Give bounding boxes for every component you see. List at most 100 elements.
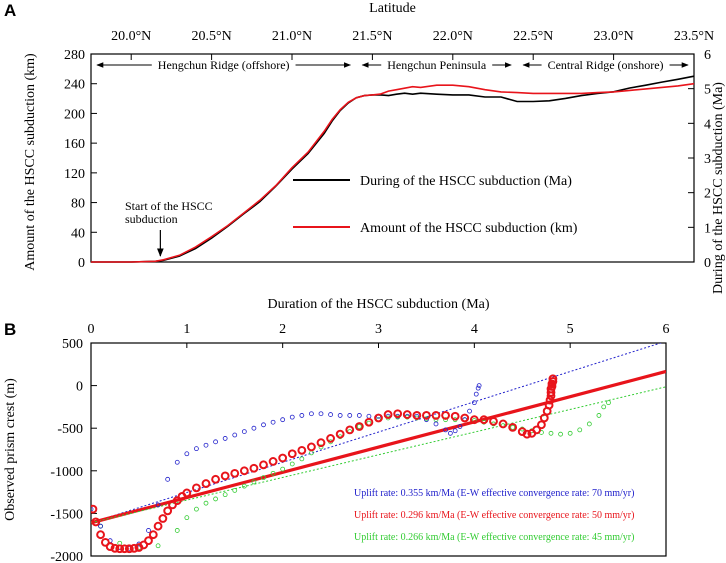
data-point <box>91 517 101 527</box>
legend-label: During of the HSCC subduction (Ma) <box>360 174 572 189</box>
data-point <box>467 408 472 414</box>
y-tick-label: 40 <box>71 226 85 241</box>
data-point <box>567 430 573 436</box>
top-tick-label: 21.0°N <box>272 29 312 44</box>
data-point <box>232 487 238 493</box>
legend-label: Amount of the HSCC subduction (km) <box>360 221 578 236</box>
y-tick-label: 500 <box>62 337 83 352</box>
data-point <box>139 540 149 550</box>
data-point <box>120 544 129 554</box>
data-point <box>211 474 220 484</box>
data-point <box>309 411 314 417</box>
data-point <box>471 400 477 406</box>
legend-label: Uplift rate: 0.296 km/Ma (E-W effective … <box>354 510 634 521</box>
data-point <box>289 461 295 467</box>
y2-tick-label: 1 <box>704 221 711 236</box>
data-point <box>473 391 479 397</box>
data-point <box>489 416 498 426</box>
data-point <box>203 442 209 448</box>
data-point <box>192 483 201 493</box>
y-tick-label: 0 <box>78 256 85 271</box>
top-tick-label: 23.5°N <box>674 29 714 44</box>
data-point <box>251 479 257 485</box>
data-point <box>289 414 295 420</box>
data-point <box>364 417 374 427</box>
data-point <box>249 463 259 473</box>
data-point <box>548 374 558 384</box>
data-point <box>115 544 125 554</box>
data-point <box>316 438 326 448</box>
x-tick-label: 3 <box>375 322 382 337</box>
data-point <box>596 413 602 418</box>
top-tick-label: 20.0°N <box>111 29 151 44</box>
data-point <box>469 415 479 425</box>
y-tick-label: -1000 <box>50 465 83 480</box>
data-point <box>318 411 324 417</box>
chart-b: Duration of the HSCC subduction (Ma) 0 1 2 3… <box>3 297 670 563</box>
data-point <box>558 431 563 437</box>
data-point <box>213 496 218 502</box>
x-tick-label: 2 <box>279 322 286 337</box>
data-point <box>318 444 324 450</box>
y-tick-label: -1500 <box>50 507 83 522</box>
y-tick-label: -500 <box>57 422 83 437</box>
top-tick-label: 22.0°N <box>433 29 473 44</box>
data-point <box>165 476 171 482</box>
data-point <box>222 492 228 498</box>
x-tick-label: 4 <box>471 322 478 337</box>
data-point <box>155 502 161 508</box>
data-point <box>124 544 134 554</box>
data-point <box>261 422 266 428</box>
y-tick-label: -2000 <box>50 550 83 563</box>
data-point <box>393 409 403 419</box>
y-tick-label: 200 <box>64 107 85 122</box>
series-line-amount <box>91 82 695 263</box>
data-point <box>163 506 173 516</box>
y2-tick-label: 3 <box>704 152 711 167</box>
plot-area-b <box>91 343 666 554</box>
data-point <box>433 421 439 427</box>
data-point <box>307 442 316 452</box>
trend-line <box>91 386 666 524</box>
top-axis-title: Latitude <box>369 1 416 16</box>
data-point <box>194 506 199 512</box>
data-point <box>299 413 305 418</box>
data-point <box>356 424 362 429</box>
y2-tick-label: 6 <box>704 48 711 63</box>
data-point <box>105 542 115 552</box>
data-point <box>280 466 286 472</box>
data-point <box>194 446 199 452</box>
data-point <box>402 410 412 419</box>
data-point <box>374 413 383 423</box>
region-label: Hengchun Ridge (offshore) <box>158 58 290 72</box>
data-point <box>91 506 94 512</box>
data-point <box>606 400 611 406</box>
x-tick-label: 5 <box>567 322 574 337</box>
top-tick-label: 22.5°N <box>513 29 553 44</box>
data-point <box>184 515 190 521</box>
data-point <box>220 471 230 481</box>
y2-tick-label: 5 <box>704 83 711 98</box>
x-tick-label: 1 <box>183 322 190 337</box>
data-point <box>213 439 218 445</box>
data-point <box>450 411 460 421</box>
data-point <box>287 449 297 459</box>
data-point <box>510 424 516 430</box>
data-point <box>431 411 441 420</box>
trend-line <box>91 369 666 525</box>
data-point <box>91 504 98 514</box>
data-point <box>241 483 247 489</box>
x-tick-label: 0 <box>88 322 95 337</box>
data-point <box>354 422 364 431</box>
data-point <box>129 543 139 553</box>
data-point <box>174 528 180 533</box>
y2-tick-label: 2 <box>704 187 711 202</box>
data-point <box>172 496 182 506</box>
data-point <box>222 436 228 441</box>
data-point <box>424 417 429 423</box>
data-point <box>347 413 353 418</box>
data-point <box>182 488 192 498</box>
data-point <box>168 500 177 510</box>
data-point <box>241 429 247 435</box>
